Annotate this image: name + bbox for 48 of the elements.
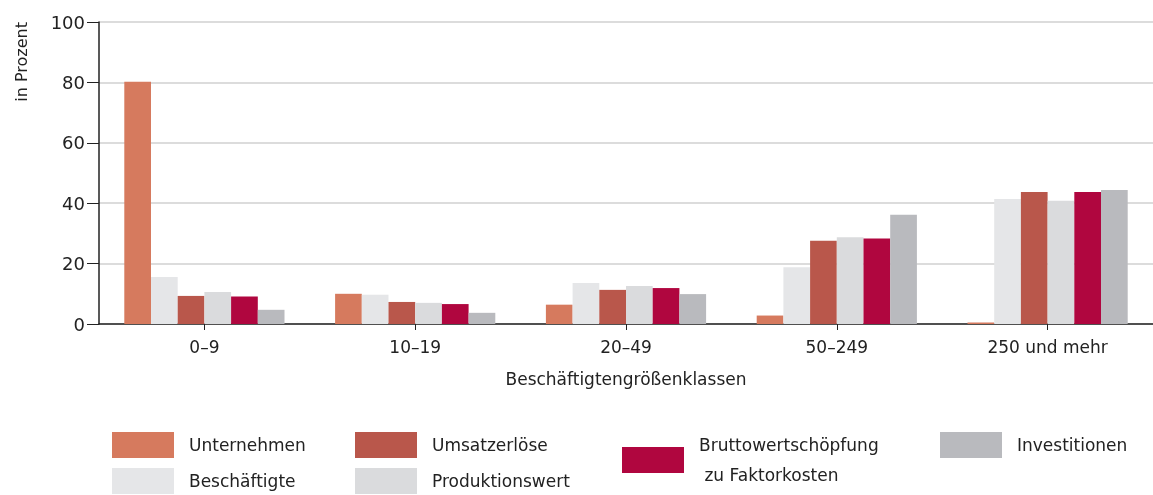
x-tick-label: 50–249: [805, 336, 869, 357]
y-tick-label: 80: [62, 71, 85, 93]
bar: [783, 267, 811, 324]
legend-label: Investitionen: [1017, 435, 1128, 455]
bar: [124, 81, 151, 324]
legend-label: Bruttowertschöpfung zu Faktorkosten: [699, 435, 879, 485]
bar: [679, 294, 707, 324]
bar: [1047, 200, 1075, 324]
x-tick-label: 10–19: [389, 336, 442, 357]
legend-label: Umsatzerlöse: [432, 435, 548, 455]
bar: [810, 240, 837, 324]
bar: [545, 304, 573, 324]
bar: [836, 237, 864, 324]
y-tick-label: 60: [62, 132, 85, 154]
x-axis-title: Beschäftigtengrößenklassen: [505, 368, 747, 389]
bar: [994, 198, 1021, 324]
bar: [599, 289, 626, 324]
y-tick-label: 40: [62, 192, 85, 214]
bar: [890, 214, 917, 324]
bar: [756, 315, 784, 324]
bar: [361, 294, 389, 324]
bar: [388, 301, 416, 324]
legend-label: Unternehmen: [189, 435, 306, 455]
bar: [626, 285, 653, 324]
legend-label: Produktionswert: [432, 471, 571, 491]
x-tick-label: 0–9: [189, 336, 220, 357]
bar: [572, 282, 600, 324]
y-tick-label: 0: [73, 313, 85, 335]
y-tick-label: 100: [50, 11, 85, 33]
bar: [204, 291, 232, 324]
bar: [231, 296, 258, 324]
bar: [652, 288, 680, 324]
bar: [335, 293, 362, 324]
bar: [1074, 192, 1101, 324]
bar: [863, 238, 891, 324]
bar: [441, 304, 469, 324]
bar: [257, 309, 285, 324]
bar: [151, 276, 178, 324]
bar: [468, 312, 496, 324]
bar: [1020, 192, 1048, 324]
y-tick-label: 20: [62, 253, 85, 275]
legend-label: Beschäftigte: [189, 471, 296, 491]
bar: [1101, 189, 1128, 324]
bar: [415, 302, 442, 324]
y-axis-title: in Prozent: [11, 22, 31, 102]
bar: [177, 295, 205, 324]
x-tick-label: 250 und mehr: [987, 336, 1108, 357]
x-tick-label: 20–49: [600, 336, 652, 357]
